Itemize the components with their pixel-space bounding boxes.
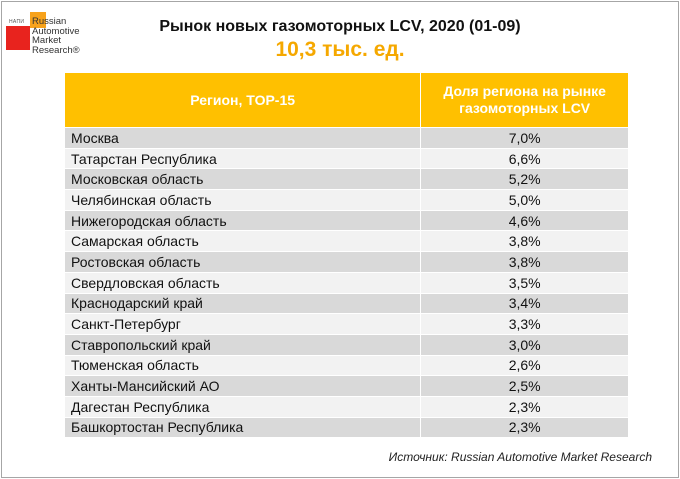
logo-abbreviation: НАПИ xyxy=(9,19,25,25)
column-header-region: Регион, TOP-15 xyxy=(63,72,422,128)
share-cell: 2,3% xyxy=(420,395,629,418)
table-row: Ростовская область 3,8% xyxy=(63,251,629,273)
region-cell: Свердловская область xyxy=(63,271,422,294)
region-cell: Ростовская область xyxy=(63,251,422,273)
region-cell: Башкортостан Республика xyxy=(63,416,422,439)
table-row: Ставропольский край 3,0% xyxy=(63,333,629,356)
share-cell: 3,5% xyxy=(420,271,629,294)
chart-subtitle: 10,3 тыс. ед. xyxy=(275,38,405,61)
source-note: Источник: Russian Automotive Market Rese… xyxy=(388,450,652,464)
table-row: Нижегородская область 4,6% xyxy=(63,209,629,232)
region-cell: Тюменская область xyxy=(63,354,422,377)
region-cell: Москва xyxy=(63,127,422,149)
logo-orange-square xyxy=(30,12,46,28)
company-logo: НАПИ Russian Automotive Market Research® xyxy=(6,8,96,68)
table-body: Москва 7,0% Татарстан Республика 6,6% Москов… xyxy=(63,127,629,439)
share-cell: 3,4% xyxy=(420,292,629,315)
table-row: Санкт-Петербург 3,3% xyxy=(63,313,629,335)
logo-brand-line: Russian xyxy=(32,16,67,27)
region-cell: Челябинская область xyxy=(63,189,422,211)
table-row: Москва 7,0% xyxy=(63,127,629,149)
share-cell: 4,6% xyxy=(420,209,629,232)
share-cell: 3,8% xyxy=(420,251,629,273)
region-cell: Санкт-Петербург xyxy=(63,313,422,335)
region-cell: Нижегородская область xyxy=(63,209,422,232)
region-share-table: Регион, TOP-15 Доля региона на рынке газ… xyxy=(63,72,629,439)
column-header-share: Доля региона на рынке газомоторных LCV xyxy=(420,72,629,128)
logo-brand-line: Market xyxy=(32,35,62,46)
table-row: Московская область 5,2% xyxy=(63,168,629,191)
region-cell: Краснодарский край xyxy=(63,292,422,315)
share-cell: 2,6% xyxy=(420,354,629,377)
share-cell: 7,0% xyxy=(420,127,629,149)
logo-red-square xyxy=(6,26,30,50)
table-row: Татарстан Республика 6,6% xyxy=(63,147,629,170)
share-cell: 5,2% xyxy=(420,168,629,191)
logo-brand-text: Russian Automotive Market Research® xyxy=(32,17,102,55)
share-cell: 6,6% xyxy=(420,147,629,170)
chart-title: Рынок новых газомоторных LCV, 2020 (01-0… xyxy=(159,18,521,35)
table-row: Самарская область 3,8% xyxy=(63,230,629,253)
table-row: Свердловская область 3,5% xyxy=(63,271,629,294)
table-header-row: Регион, TOP-15 Доля региона на рынке газ… xyxy=(63,72,629,128)
region-cell: Татарстан Республика xyxy=(63,147,422,170)
table-row: Тюменская область 2,6% xyxy=(63,354,629,377)
share-cell: 5,0% xyxy=(420,189,629,211)
share-cell: 3,8% xyxy=(420,230,629,253)
region-cell: Самарская область xyxy=(63,230,422,253)
table-row: Челябинская область 5,0% xyxy=(63,189,629,211)
table-row: Башкортостан Республика 2,3% xyxy=(63,416,629,439)
share-cell: 2,5% xyxy=(420,375,629,397)
table-row: Дагестан Республика 2,3% xyxy=(63,395,629,418)
region-cell: Дагестан Республика xyxy=(63,395,422,418)
region-cell: Ставропольский край xyxy=(63,333,422,356)
share-cell: 3,3% xyxy=(420,313,629,335)
share-cell: 3,0% xyxy=(420,333,629,356)
region-cell: Ханты-Мансийский АО xyxy=(63,375,422,397)
region-cell: Московская область xyxy=(63,168,422,191)
logo-brand-line: Research® xyxy=(32,44,80,56)
table-row: Ханты-Мансийский АО 2,5% xyxy=(63,375,629,397)
logo-brand-line: Automotive xyxy=(32,25,80,37)
table-row: Краснодарский край 3,4% xyxy=(63,292,629,315)
share-cell: 2,3% xyxy=(420,416,629,439)
